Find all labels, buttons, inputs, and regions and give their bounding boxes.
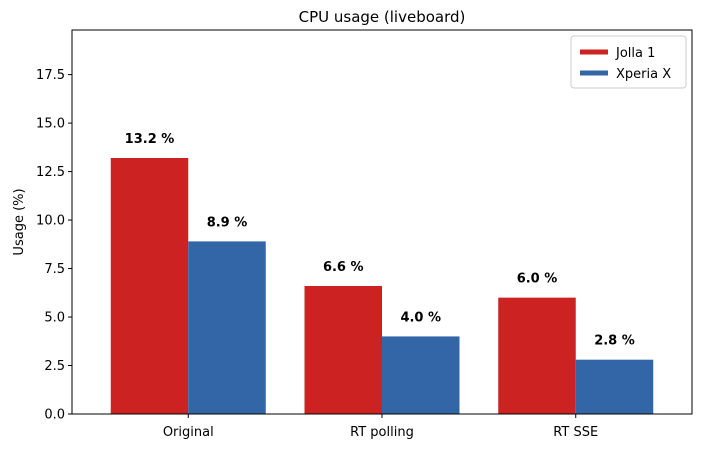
y-axis-ticks: 0.0 2.5 5.0 7.5 10.0 12.5 15.0 17.5 [36, 68, 72, 423]
bar-value-label: 4.0 % [400, 310, 441, 325]
legend-label: Jolla 1 [615, 46, 655, 61]
legend: Jolla 1 Xperia X [570, 35, 687, 89]
y-tick-label: 17.5 [36, 68, 65, 83]
legend-label: Xperia X [616, 67, 671, 82]
y-tick-label: 10.0 [36, 214, 65, 229]
x-axis-ticks: Original RT polling RT SSE [163, 414, 598, 440]
x-tick-label: RT polling [350, 425, 414, 440]
data-labels-group: 13.2 % 6.6 % 6.0 % 8.9 % 4.0 % 2.8 % [125, 132, 635, 349]
bar [304, 286, 382, 414]
bar [382, 336, 460, 414]
plot-frame [71, 29, 693, 415]
bar-value-label: 2.8 % [594, 334, 635, 349]
bar [188, 241, 266, 414]
y-tick-label: 12.5 [36, 165, 65, 180]
bar [498, 297, 576, 414]
chart-title: CPU usage (liveboard) [299, 8, 466, 26]
x-tick-label: Original [163, 425, 214, 440]
y-tick-label: 7.5 [44, 262, 65, 277]
y-tick-label: 2.5 [44, 359, 65, 374]
x-tick-label: RT SSE [553, 425, 598, 440]
y-tick-label: 5.0 [44, 311, 65, 326]
bars-group [110, 158, 654, 414]
bar-value-label: 6.6 % [323, 260, 364, 275]
bar-value-label: 13.2 % [125, 132, 175, 147]
bar-value-label: 6.0 % [517, 272, 558, 287]
bar [575, 359, 654, 414]
y-tick-label: 0.0 [44, 408, 65, 423]
bar-value-label: 8.9 % [207, 215, 248, 230]
y-tick-label: 15.0 [36, 117, 65, 132]
bar [110, 158, 189, 414]
y-axis-label: Usage (%) [12, 188, 27, 255]
